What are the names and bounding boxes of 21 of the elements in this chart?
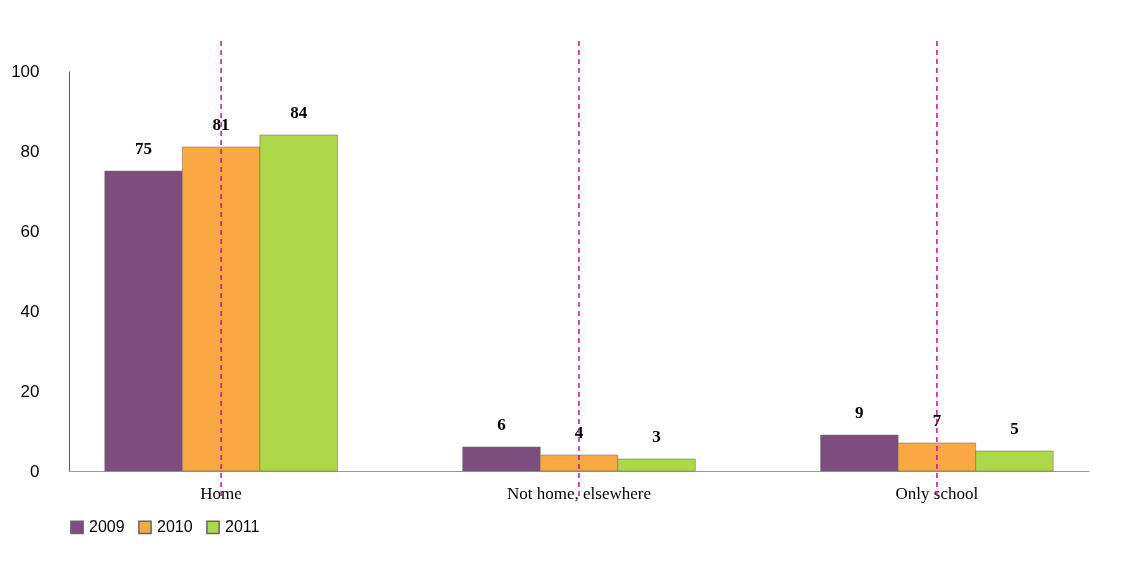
y-tick-label: 80 [20, 141, 40, 161]
y-tick-label: 0 [30, 461, 40, 481]
legend-label: 2009 [89, 518, 125, 536]
data-label: 4 [574, 423, 584, 442]
data-label: 75 [135, 139, 153, 158]
y-tick-label: 60 [20, 221, 40, 241]
legend-label: 2011 [225, 518, 260, 536]
y-tick-label: 20 [20, 381, 40, 401]
legend-label: 2010 [157, 518, 193, 536]
data-label: 81 [212, 115, 230, 134]
x-tick-label: Not home, elsewhere [507, 483, 651, 503]
data-label: 84 [290, 103, 308, 122]
data-label: 3 [652, 427, 661, 446]
y-tick-label: 100 [11, 61, 40, 81]
data-label: 7 [932, 411, 942, 430]
x-tick-label: Only school [895, 483, 979, 503]
data-label: 5 [1010, 419, 1019, 438]
x-tick-label: Home [200, 483, 242, 503]
y-tick-label: 40 [20, 301, 40, 321]
data-label: 6 [497, 415, 506, 434]
data-label: 9 [855, 403, 864, 422]
